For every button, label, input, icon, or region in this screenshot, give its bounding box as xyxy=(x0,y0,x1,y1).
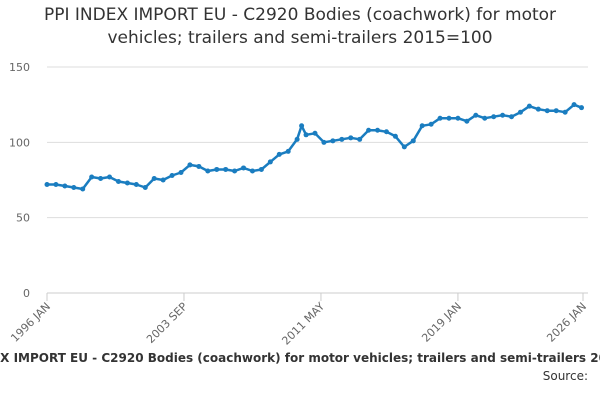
point xyxy=(348,135,354,141)
y-tick-label: 50 xyxy=(16,212,30,225)
point xyxy=(579,105,585,111)
y-tick-label: 100 xyxy=(9,136,30,149)
point xyxy=(267,159,273,165)
point xyxy=(124,180,130,186)
point xyxy=(383,129,389,135)
source: Source: xyxy=(543,369,588,383)
point xyxy=(196,163,202,169)
point xyxy=(401,144,407,150)
point xyxy=(571,102,577,108)
x-tick-label: 2026 JAN xyxy=(544,300,589,345)
point xyxy=(392,133,398,139)
point xyxy=(562,109,568,115)
point xyxy=(509,114,515,120)
point xyxy=(62,183,68,189)
point xyxy=(223,166,229,172)
point xyxy=(44,182,50,188)
point xyxy=(526,103,532,109)
point xyxy=(517,109,523,115)
point xyxy=(285,148,291,154)
y-tick-label: 150 xyxy=(9,61,30,74)
point xyxy=(428,121,434,127)
chart-title: PPI INDEX IMPORT EU - C2920 Bodies (coac… xyxy=(43,5,557,48)
point xyxy=(410,138,416,144)
point xyxy=(107,174,113,180)
point xyxy=(151,175,157,181)
point xyxy=(276,151,282,157)
x-tick-label: 2003 SEP xyxy=(144,300,190,346)
point xyxy=(89,174,95,180)
point xyxy=(142,185,148,191)
point xyxy=(553,108,559,114)
point xyxy=(312,130,318,136)
point xyxy=(160,177,166,183)
point xyxy=(258,166,264,172)
point xyxy=(187,162,193,168)
point xyxy=(241,165,247,171)
x-tick-label: 1996 JAN xyxy=(8,300,53,345)
point xyxy=(249,168,255,174)
point xyxy=(178,169,184,175)
point xyxy=(366,127,372,133)
point xyxy=(464,118,470,124)
point xyxy=(115,179,121,185)
point xyxy=(357,136,363,142)
point xyxy=(214,166,220,172)
point xyxy=(446,115,452,121)
point xyxy=(500,112,506,118)
point xyxy=(299,123,305,129)
point xyxy=(437,115,443,121)
point xyxy=(80,186,86,192)
point xyxy=(71,185,77,191)
point xyxy=(294,136,300,142)
point xyxy=(482,115,488,121)
point xyxy=(205,168,211,174)
point xyxy=(473,112,479,118)
point xyxy=(321,139,327,145)
point xyxy=(169,172,175,178)
point xyxy=(133,182,139,188)
point xyxy=(491,114,497,120)
point xyxy=(232,168,238,174)
point xyxy=(455,115,461,121)
point xyxy=(98,175,104,181)
point xyxy=(330,138,336,144)
caption: PPI INDEX IMPORT EU - C2920 Bodies (coac… xyxy=(0,351,600,365)
point xyxy=(339,136,345,142)
y-tick-label: 0 xyxy=(23,287,30,300)
point xyxy=(419,123,425,129)
x-tick-label: 2011 MAY xyxy=(279,300,327,348)
point xyxy=(544,108,550,114)
x-tick-label: 2019 JAN xyxy=(419,300,464,345)
point xyxy=(375,127,381,133)
point xyxy=(303,132,309,138)
point xyxy=(535,106,541,112)
point xyxy=(53,182,59,188)
